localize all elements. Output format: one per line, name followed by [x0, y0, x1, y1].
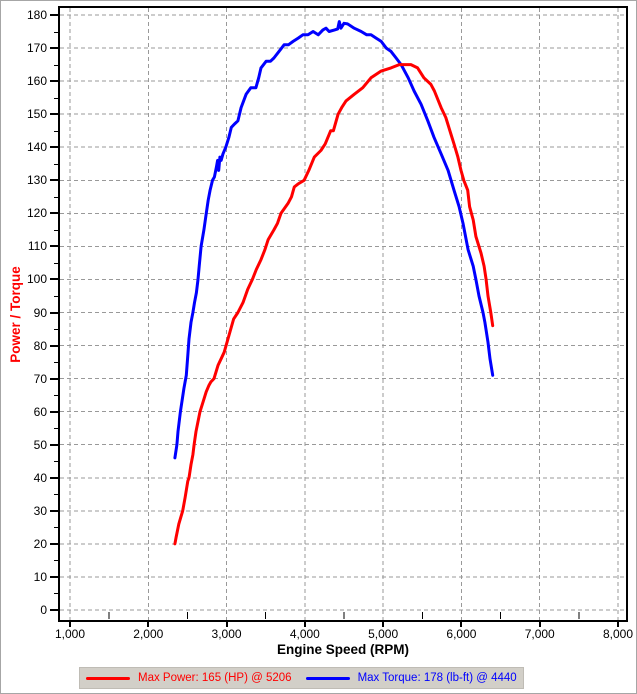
legend: Max Power: 165 (HP) @ 5206 Max Torque: 1… — [79, 667, 524, 689]
y-tick-label: 120 — [26, 206, 47, 221]
y-minor-tick-mark — [54, 461, 58, 463]
y-tick-label: 150 — [26, 107, 47, 122]
y-tick-mark — [50, 47, 58, 50]
x-axis-title: Engine Speed (RPM) — [276, 642, 409, 657]
y-tick-label: 0 — [40, 603, 47, 617]
x-tick-label: 2,000 — [133, 627, 164, 641]
y-minor-tick-mark — [54, 229, 58, 231]
y-tick-mark — [50, 344, 58, 347]
y-tick-label: 160 — [26, 74, 47, 89]
y-tick-label: 80 — [33, 338, 47, 353]
x-tick-label: 7,000 — [524, 627, 555, 641]
x-tick-mark — [460, 622, 463, 627]
y-minor-tick-mark — [54, 395, 58, 397]
x-tick-label: 6,000 — [446, 627, 477, 641]
power-legend-label: Max Power: 165 (HP) @ 5206 — [138, 672, 292, 684]
y-tick-label: 170 — [26, 41, 47, 56]
y-minor-tick-mark — [54, 527, 58, 529]
y-tick-label: 140 — [26, 140, 47, 155]
y-tick-mark — [50, 14, 58, 16]
x-tick-mark — [382, 622, 385, 627]
y-tick-label: 130 — [26, 173, 47, 188]
y-tick-mark — [50, 113, 58, 116]
y-tick-mark — [50, 278, 58, 281]
y-minor-tick-mark — [54, 163, 58, 165]
y-minor-tick-mark — [54, 428, 58, 430]
y-minor-tick-mark — [54, 295, 58, 297]
y-tick-label: 10 — [33, 569, 47, 584]
y-tick-label: 40 — [33, 470, 47, 485]
torque-curve — [173, 20, 495, 460]
y-minor-tick-mark — [54, 31, 58, 33]
y-minor-tick-mark — [54, 329, 58, 331]
x-tick-label: 3,000 — [211, 627, 242, 641]
y-tick-mark — [50, 410, 58, 413]
y-tick-mark — [50, 575, 58, 578]
y-tick-mark — [50, 609, 58, 611]
horizontal-gridlines — [60, 14, 626, 611]
y-tick-mark — [50, 80, 58, 83]
y-tick-mark — [50, 542, 58, 545]
x-tick-label: 5,000 — [368, 627, 399, 641]
y-minor-tick-mark — [54, 262, 58, 264]
y-minor-tick-mark — [54, 494, 58, 496]
y-tick-label: 60 — [33, 404, 47, 419]
y-tick-mark — [50, 443, 58, 446]
x-tick-mark — [303, 622, 306, 627]
y-tick-label: 100 — [26, 272, 47, 287]
y-tick-mark — [50, 476, 58, 479]
power-curve — [173, 63, 495, 546]
y-tick-mark — [50, 212, 58, 215]
y-minor-tick-mark — [54, 362, 58, 364]
x-tick-mark — [225, 622, 228, 627]
y-axis-title: Power / Torque — [6, 6, 24, 622]
y-tick-mark — [50, 245, 58, 248]
y-minor-tick-mark — [54, 593, 58, 595]
y-minor-tick-mark — [54, 97, 58, 99]
y-tick-mark — [50, 509, 58, 512]
x-tick-mark — [69, 622, 71, 627]
x-tick-mark — [538, 622, 541, 627]
y-tick-label: 70 — [33, 371, 47, 386]
x-axis-minor-ticks — [108, 612, 580, 619]
torque-legend-line-icon — [305, 676, 350, 680]
y-minor-tick-mark — [54, 560, 58, 562]
y-tick-mark — [50, 377, 58, 380]
y-tick-mark — [50, 146, 58, 149]
y-tick-label: 30 — [33, 503, 47, 518]
y-tick-label: 110 — [27, 239, 47, 254]
power-legend-line-icon — [86, 676, 130, 680]
x-tick-mark — [147, 622, 150, 627]
y-minor-tick-mark — [54, 130, 58, 132]
vertical-gridlines — [69, 8, 619, 620]
y-tick-label: 180 — [26, 8, 47, 22]
y-minor-tick-mark — [54, 64, 58, 66]
y-tick-label: 20 — [33, 536, 47, 551]
plot-area — [58, 6, 628, 622]
y-tick-label: 90 — [33, 305, 47, 320]
y-minor-tick-mark — [54, 196, 58, 198]
x-tick-label: 1,000 — [54, 627, 86, 641]
y-tick-mark — [50, 179, 58, 182]
y-tick-label: 50 — [33, 437, 47, 452]
x-tick-mark — [617, 622, 619, 627]
y-tick-mark — [50, 311, 58, 314]
y-axis-title-text: Power / Torque — [7, 265, 23, 363]
torque-legend-label: Max Torque: 178 (lb-ft) @ 4440 — [357, 672, 517, 684]
x-tick-label: 8,000 — [602, 627, 634, 641]
x-tick-label: 4,000 — [289, 627, 320, 641]
